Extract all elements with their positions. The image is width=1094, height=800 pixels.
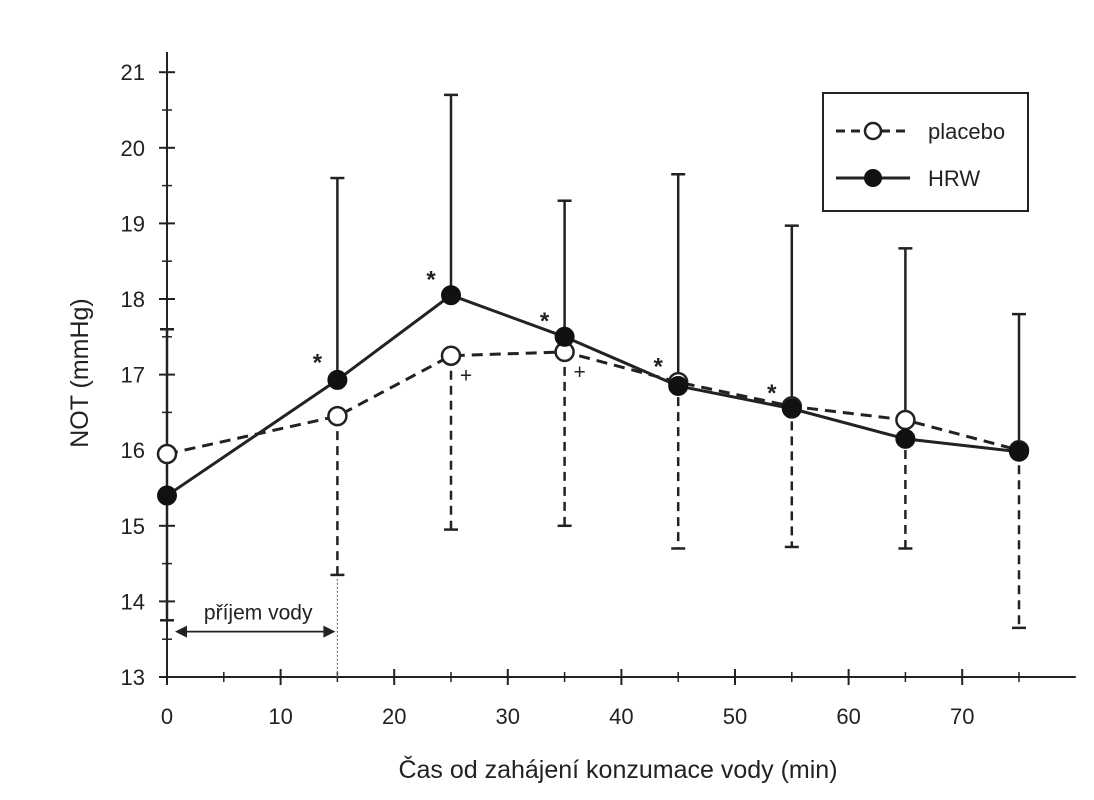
x-tick-label: 60: [836, 704, 860, 729]
y-tick-label: 15: [121, 514, 145, 539]
point-hrw: [157, 485, 177, 506]
point-hrw: [327, 369, 348, 390]
point-hrw: [668, 375, 689, 396]
point-placebo: [440, 345, 462, 366]
y-tick-label: 19: [121, 211, 145, 236]
significance-plus: +: [573, 361, 585, 384]
interval-arrow-head-left: [175, 625, 187, 638]
legend-marker-placebo: [863, 121, 883, 141]
x-tick-label: 20: [382, 704, 406, 729]
interval-arrow-head-right: [323, 625, 336, 638]
markers: [156, 285, 1030, 506]
significance-star: *: [767, 380, 777, 407]
significance-star: *: [654, 353, 664, 380]
legend: placebo HRW: [822, 92, 1029, 212]
y-tick-label: 20: [121, 136, 145, 161]
y-tick-label: 13: [121, 665, 145, 690]
series-line-placebo: [166, 350, 1020, 456]
legend-box: [822, 92, 1029, 212]
point-hrw: [1009, 441, 1029, 462]
x-tick-label: 40: [609, 704, 633, 729]
significance-star: *: [426, 266, 436, 293]
significance-star: *: [540, 308, 550, 335]
point-hrw: [554, 326, 575, 347]
point-hrw: [441, 285, 461, 306]
y-axis-title: NOT (mmHg): [66, 298, 94, 448]
x-tick-label: 70: [950, 704, 974, 729]
interval-label: příjem vody: [204, 602, 313, 625]
point-placebo: [156, 443, 178, 465]
legend-label-hrw: HRW: [928, 166, 980, 191]
point-placebo: [327, 405, 348, 427]
y-tick-label: 21: [121, 60, 145, 85]
y-tick-label: 14: [121, 589, 145, 614]
x-axis-title: Čas od zahájení konzumace vody (min): [398, 755, 837, 784]
axes: 13 14 15 16 17 18 19 20 21 0 10 20 30 40 50 60 70: [121, 52, 1076, 729]
y-tick-label: 17: [121, 363, 145, 388]
point-hrw: [895, 428, 916, 449]
x-tick-label: 50: [723, 704, 747, 729]
series-lines: [166, 293, 1020, 497]
y-tick-label: 18: [121, 287, 145, 312]
error-bars: [160, 93, 1026, 630]
significance-plus: +: [460, 365, 472, 388]
x-tick-label: 0: [161, 704, 173, 729]
significance-star: *: [313, 350, 323, 377]
annotations: příjem vody * * * * * + +: [175, 266, 777, 677]
y-tick-label: 16: [121, 438, 145, 463]
point-placebo: [895, 409, 916, 431]
legend-marker-hrw: [864, 169, 882, 187]
x-tick-label: 10: [268, 704, 292, 729]
x-tick-label: 30: [496, 704, 520, 729]
legend-label-placebo: placebo: [928, 119, 1005, 144]
series-line-hrw: [166, 293, 1020, 497]
point-hrw: [781, 398, 802, 419]
